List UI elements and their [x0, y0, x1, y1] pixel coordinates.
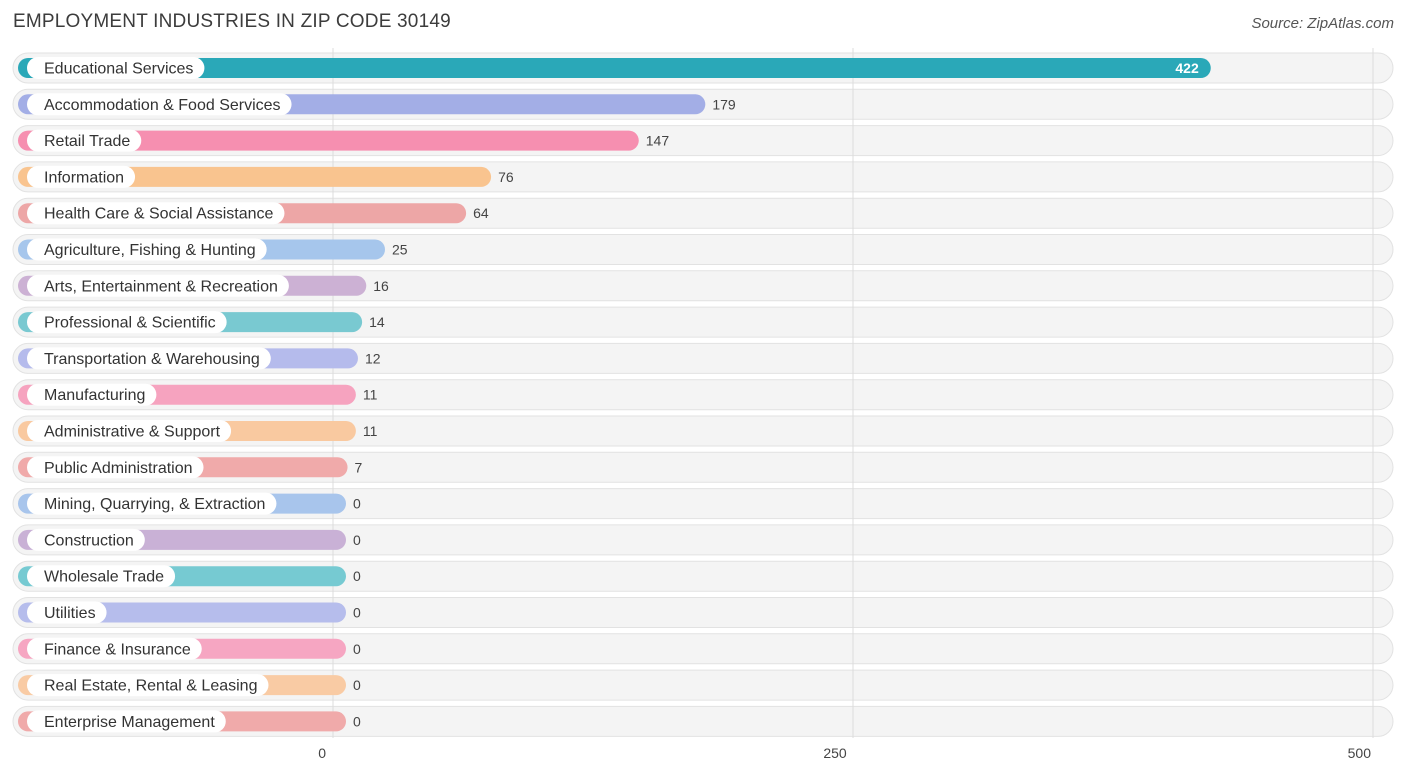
bar-label: Wholesale Trade: [44, 569, 164, 586]
bar-label: Administrative & Support: [44, 424, 221, 441]
bar-group: Transportation & Warehousing 12: [18, 347, 381, 370]
label-pill: [27, 347, 271, 370]
chart-source: Source: ZipAtlas.com: [1251, 15, 1394, 32]
label-pill: [27, 601, 107, 624]
row-background: [12, 379, 1394, 411]
bar-group: Retail Trade 147: [18, 129, 670, 152]
row-background: [12, 560, 1394, 592]
row-background: [12, 524, 1394, 556]
row-background: [12, 488, 1394, 520]
bar-group: Manufacturing 11: [18, 383, 378, 406]
bar-label: Arts, Entertainment & Recreation: [44, 278, 278, 295]
value-label: 147: [646, 133, 670, 149]
row-background: [12, 633, 1394, 665]
bar-group: Educational Services 422: [18, 57, 1211, 79]
label-pill: [27, 528, 145, 551]
value-label: 14: [369, 314, 385, 330]
bar-label: Professional & Scientific: [44, 315, 216, 332]
bar-label: Mining, Quarrying, & Extraction: [44, 496, 265, 513]
value-label: 11: [363, 423, 378, 439]
bar-group: Information 76: [18, 165, 514, 188]
bar-label: Construction: [44, 532, 134, 549]
value-label: 0: [353, 568, 361, 584]
label-pill: [27, 129, 142, 152]
bar-group: Construction 0: [18, 528, 361, 551]
bar-label: Real Estate, Rental & Leasing: [44, 678, 257, 695]
label-pill: [27, 565, 176, 588]
x-tick-label: 250: [823, 745, 847, 761]
value-label: 0: [353, 496, 361, 512]
bar-group: Arts, Entertainment & Recreation 16: [18, 274, 389, 297]
x-tick-label: 0: [318, 745, 326, 761]
value-label: 64: [473, 205, 489, 221]
bar-label: Manufacturing: [44, 387, 145, 404]
bar-group: Professional & Scientific 14: [18, 311, 385, 334]
bar-label: Enterprise Management: [44, 714, 215, 731]
value-label: 0: [353, 605, 361, 621]
value-label: 0: [353, 677, 361, 693]
label-pill: [27, 637, 202, 660]
label-pill: [27, 674, 269, 697]
bar-group: Real Estate, Rental & Leasing 0: [18, 674, 361, 697]
value-label: 422: [1175, 60, 1199, 76]
bars: Educational Services 422 Accommodation & F…: [18, 57, 1211, 733]
bar-label: Health Care & Social Assistance: [44, 206, 274, 223]
value-label: 16: [373, 278, 389, 294]
bar-group: Mining, Quarrying, & Extraction 0: [18, 492, 361, 515]
value-label: 0: [353, 532, 361, 548]
bar-group: Administrative & Support 11: [18, 420, 378, 442]
bar-group: Public Administration 7: [18, 456, 363, 479]
value-label: 0: [353, 641, 361, 657]
x-tick-label: 500: [1348, 745, 1372, 761]
bar-label: Public Administration: [44, 460, 193, 477]
row-background: [12, 669, 1394, 701]
row-background: [12, 342, 1394, 374]
bar-label: Transportation & Warehousing: [44, 351, 260, 368]
bar-label: Information: [44, 169, 124, 186]
label-pill: [27, 383, 157, 406]
row-background: [12, 451, 1394, 483]
bar: [18, 166, 492, 187]
label-pill: [27, 93, 292, 116]
label-pill: [27, 202, 285, 225]
bar-group: Wholesale Trade 0: [18, 565, 361, 588]
label-pill: [27, 238, 267, 261]
label-pill: [27, 57, 205, 79]
row-background: [12, 415, 1394, 447]
row-background: [12, 597, 1394, 628]
value-label: 0: [353, 713, 361, 729]
label-pill: [27, 710, 226, 733]
bar-label: Finance & Insurance: [44, 641, 191, 658]
label-pill: [27, 456, 204, 479]
value-label: 11: [363, 387, 378, 403]
row-background: [12, 705, 1394, 737]
bar: [18, 130, 639, 151]
bar-label: Accommodation & Food Services: [44, 97, 281, 114]
bar: [18, 58, 1211, 78]
bar-group: Utilities 0: [18, 601, 361, 624]
label-pill: [27, 274, 289, 297]
chart-title: EMPLOYMENT INDUSTRIES IN ZIP CODE 30149: [13, 11, 451, 32]
bar-group: Finance & Insurance 0: [18, 637, 361, 660]
bar-label: Retail Trade: [44, 133, 130, 150]
label-pill: [27, 311, 227, 334]
bar-label: Educational Services: [44, 61, 193, 78]
label-pill: [27, 492, 277, 515]
bar-group: Health Care & Social Assistance 64: [18, 202, 489, 225]
bar-group: Accommodation & Food Services 179: [18, 93, 736, 116]
bar-group: Enterprise Management 0: [18, 710, 361, 733]
bar-label: Utilities: [44, 605, 96, 622]
value-label: 25: [392, 242, 408, 258]
value-label: 76: [498, 169, 514, 185]
bar-group: Agriculture, Fishing & Hunting 25: [18, 238, 408, 261]
bar-label: Agriculture, Fishing & Hunting: [44, 242, 256, 259]
value-label: 179: [712, 96, 736, 112]
label-pill: [27, 165, 136, 188]
label-pill: [27, 420, 232, 442]
value-label: 7: [355, 459, 363, 475]
value-label: 12: [365, 350, 381, 366]
